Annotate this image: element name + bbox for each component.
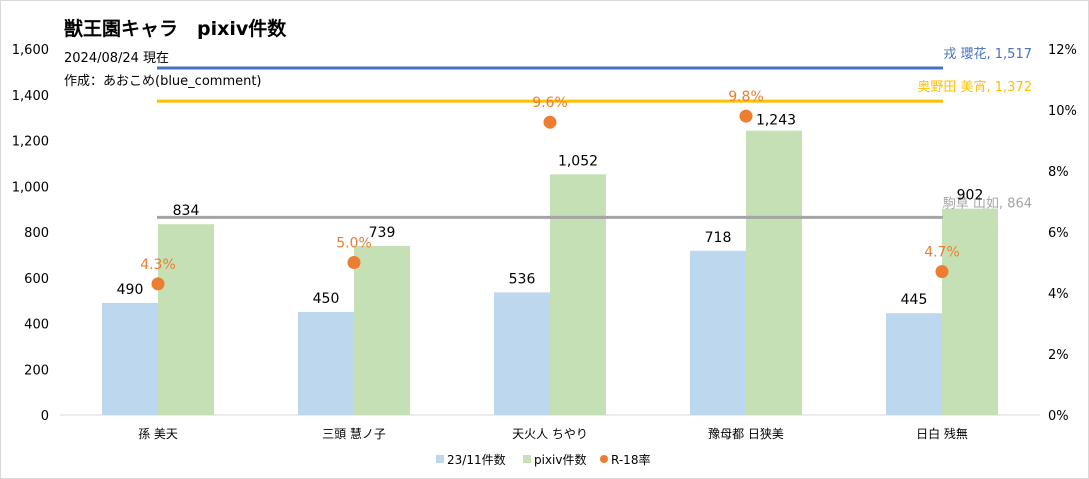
chart-subtitle-author: 作成：あおこめ(blue_comment) xyxy=(64,74,262,89)
y-right-tick-label: 10% xyxy=(1048,104,1077,119)
y-left-tick-label: 800 xyxy=(24,226,49,241)
bar-value-label: 1,052 xyxy=(558,153,598,169)
x-category-label: 三頭 慧ノ子 xyxy=(322,426,386,441)
legend: 23/11件数 pixiv件数 R-18率 xyxy=(436,452,650,467)
bar-value-label: 739 xyxy=(369,225,396,241)
legend-swatch xyxy=(436,455,444,463)
bar-value-label: 445 xyxy=(901,292,928,308)
bar-value-label: 902 xyxy=(957,188,984,204)
y-left-tick-label: 0 xyxy=(41,409,49,424)
x-category-label: 日白 残無 xyxy=(916,426,968,441)
y-right-tick-label: 8% xyxy=(1048,165,1069,180)
y-right-tick-label: 4% xyxy=(1048,287,1069,302)
bar-prev xyxy=(690,250,746,415)
legend-label: pixiv件数 xyxy=(534,452,587,467)
r18-value-label: 4.7% xyxy=(924,245,960,261)
chart-title: 獣王園キャラ pixiv件数 xyxy=(64,17,287,40)
r18-point xyxy=(151,277,165,291)
bar-value-label: 490 xyxy=(117,282,144,298)
y-right-tick-label: 6% xyxy=(1048,226,1069,241)
y-right-tick-label: 12% xyxy=(1048,43,1077,58)
y-left-tick-label: 1,400 xyxy=(12,89,49,104)
y-left-tick-label: 400 xyxy=(24,318,49,333)
bar-value-label: 834 xyxy=(173,203,200,219)
legend-swatch xyxy=(600,455,608,463)
y-left-tick-label: 600 xyxy=(24,272,49,287)
r18-value-label: 9.6% xyxy=(532,95,568,111)
x-category-label: 孫 美天 xyxy=(138,427,178,441)
bars-layer xyxy=(102,130,998,415)
reference-line-label: 戎 瓔花, 1,517 xyxy=(943,46,1032,62)
legend-label: 23/11件数 xyxy=(447,452,506,467)
bar-prev xyxy=(102,302,158,415)
r18-point xyxy=(935,265,949,279)
legend-swatch xyxy=(523,455,531,463)
reference-lines-layer: 戎 瓔花, 1,517 奥野田 美宵, 1,372 駒草 山如, 864 xyxy=(157,46,1032,219)
reference-line-label: 奥野田 美宵, 1,372 xyxy=(917,79,1032,95)
x-category-label: 豫母都 日狭美 xyxy=(708,427,784,441)
chart-subtitle-date: 2024/08/24 現在 xyxy=(64,51,169,66)
r18-point xyxy=(543,115,557,129)
x-category-label: 天火人 ちやり xyxy=(512,427,588,441)
bar-current xyxy=(942,208,998,415)
bar-value-label: 536 xyxy=(509,271,536,287)
axes-layer: 0 200 400 600 800 1,000 1,200 1,400 1,600 0% 2% 4% 6… xyxy=(12,43,1077,441)
r18-value-label: 5.0% xyxy=(336,236,372,252)
r18-value-label: 4.3% xyxy=(140,257,176,273)
y-right-tick-label: 0% xyxy=(1048,409,1069,424)
bar-prev xyxy=(298,312,354,415)
bar-prev xyxy=(494,292,550,415)
y-right-tick-label: 2% xyxy=(1048,348,1069,363)
bar-current xyxy=(746,130,802,415)
bar-current xyxy=(158,224,214,415)
reference-line-label: 駒草 山如, 864 xyxy=(943,195,1032,211)
y-left-tick-label: 1,600 xyxy=(12,43,49,58)
bar-prev xyxy=(886,313,942,415)
bar-current xyxy=(354,245,410,415)
data-labels-layer: 490 450 536 718 445 834 739 1,052 1,243 902 4.3% 5.… xyxy=(117,89,984,308)
r18-point xyxy=(347,256,361,269)
bar-value-label: 1,243 xyxy=(756,113,796,129)
r18-value-label: 9.8% xyxy=(728,89,764,105)
bar-value-label: 718 xyxy=(705,230,732,246)
r18-point xyxy=(739,109,753,123)
points-layer xyxy=(151,109,949,291)
bar-current xyxy=(550,174,606,415)
legend-label: R-18率 xyxy=(611,452,650,467)
y-left-tick-label: 1,000 xyxy=(12,180,49,195)
bar-value-label: 450 xyxy=(313,291,340,307)
y-left-tick-label: 200 xyxy=(24,363,49,378)
y-left-tick-label: 1,200 xyxy=(12,135,49,150)
